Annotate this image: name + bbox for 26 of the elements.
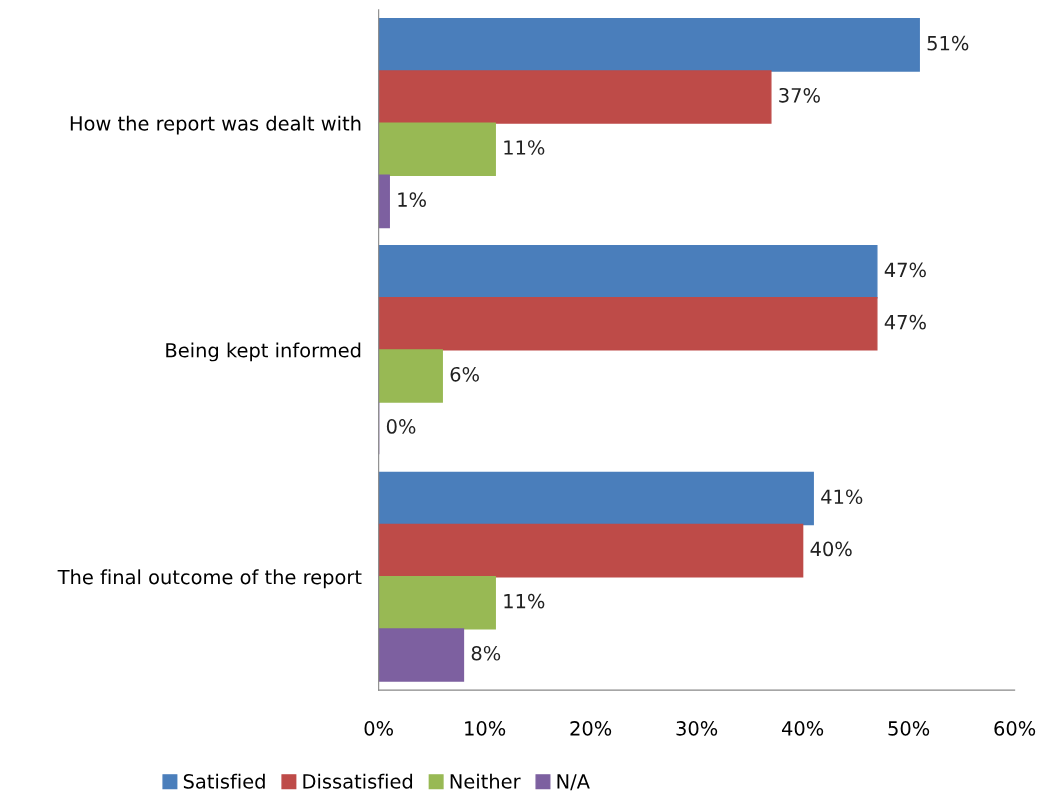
- legend-label: Neither: [450, 773, 521, 789]
- data-label: 41%: [821, 489, 863, 505]
- data-label: 11%: [504, 140, 545, 155]
- data-label: 6%: [450, 366, 479, 382]
- legend-label: Satisfied: [183, 773, 265, 789]
- legend-label: Dissatisfied: [303, 773, 413, 789]
- y-tick-label: The final outcome of the report: [57, 569, 362, 589]
- y-tick-label: How the report was dealt with: [70, 115, 361, 135]
- data-label: 8%: [471, 645, 501, 661]
- data-label: 51%: [927, 35, 969, 51]
- x-tick-label: 0%: [364, 721, 393, 736]
- x-tick-label: 20%: [570, 721, 612, 736]
- data-label: 11%: [504, 593, 545, 609]
- y-tick-label: Being kept informed: [166, 342, 361, 362]
- x-tick-label: 50%: [888, 721, 930, 736]
- x-tick-label: 60%: [994, 721, 1036, 736]
- x-tick-label: 10%: [465, 721, 506, 736]
- x-tick-label: 40%: [781, 721, 824, 736]
- data-label: 37%: [779, 87, 820, 103]
- data-label: 47%: [884, 314, 926, 330]
- legend-label: N/A: [557, 774, 590, 791]
- data-label: 0%: [386, 419, 416, 434]
- data-label: 1%: [398, 192, 426, 208]
- data-label: 40%: [810, 541, 852, 557]
- data-label: 47%: [884, 262, 926, 278]
- x-tick-label: 30%: [676, 721, 718, 736]
